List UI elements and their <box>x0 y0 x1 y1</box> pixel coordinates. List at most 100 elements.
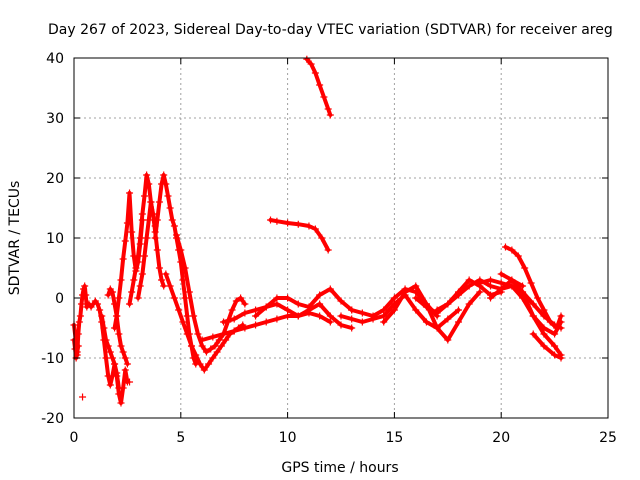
data-point <box>476 279 484 287</box>
data-point <box>177 246 185 254</box>
series-trace <box>381 284 482 342</box>
data-point <box>326 285 334 293</box>
data-point <box>241 309 249 317</box>
data-point <box>401 288 409 296</box>
data-point <box>551 342 559 350</box>
data-point <box>175 306 183 314</box>
data-point <box>158 276 166 284</box>
data-point <box>337 312 345 320</box>
data-point <box>519 282 527 290</box>
data-point <box>422 318 430 326</box>
data-point <box>369 312 377 320</box>
data-point <box>185 288 193 296</box>
data-point <box>207 345 215 353</box>
data-point <box>412 294 420 302</box>
data-point <box>168 216 176 224</box>
data-point <box>209 333 217 341</box>
data-point <box>209 354 217 362</box>
data-point <box>82 291 90 299</box>
data-point <box>497 285 505 293</box>
data-point <box>134 294 142 302</box>
data-point <box>358 318 366 326</box>
data-point <box>128 228 136 236</box>
data-point <box>111 360 119 368</box>
data-point <box>111 324 119 332</box>
data-point <box>81 282 89 290</box>
data-point <box>305 303 313 311</box>
data-point <box>444 300 452 308</box>
x-tick-label: 0 <box>70 430 79 446</box>
data-point <box>316 312 324 320</box>
data-point <box>183 312 191 320</box>
y-tick-label: 0 <box>55 291 64 307</box>
data-point <box>102 336 110 344</box>
data-point <box>232 297 240 305</box>
data-points <box>70 55 565 407</box>
data-point <box>305 222 313 230</box>
data-point <box>519 288 527 296</box>
data-point <box>267 216 275 224</box>
data-point <box>138 270 146 278</box>
data-point <box>74 330 82 338</box>
data-point <box>465 282 473 290</box>
data-point <box>119 384 127 392</box>
data-point <box>220 318 228 326</box>
y-tick-label: -10 <box>41 351 64 367</box>
data-point <box>348 306 356 314</box>
data-point <box>501 243 509 251</box>
data-point <box>155 264 163 272</box>
data-point <box>273 315 281 323</box>
data-point <box>252 306 260 314</box>
data-point <box>508 282 516 290</box>
data-point <box>529 312 537 320</box>
data-point <box>241 324 249 332</box>
data-point <box>200 366 208 374</box>
data-point <box>194 330 202 338</box>
data-point <box>476 288 484 296</box>
data-point <box>181 264 189 272</box>
data-point <box>465 276 473 284</box>
data-point <box>529 330 537 338</box>
data-point <box>324 105 332 113</box>
data-point <box>508 246 516 254</box>
data-point <box>136 282 144 290</box>
data-point <box>273 300 281 308</box>
series-arc-x <box>503 245 563 330</box>
series-arc-m <box>253 287 354 318</box>
data-point <box>553 324 561 332</box>
data-point <box>140 252 148 260</box>
data-point <box>166 204 174 212</box>
data-point <box>76 312 84 320</box>
data-point <box>220 330 228 338</box>
data-point <box>540 342 548 350</box>
data-point <box>348 324 356 332</box>
data-point <box>198 342 206 350</box>
data-point <box>326 318 334 326</box>
data-point <box>132 264 140 272</box>
data-point <box>433 306 441 314</box>
data-point <box>108 288 116 296</box>
data-point <box>145 180 153 188</box>
data-point <box>307 60 315 68</box>
data-point <box>80 285 88 293</box>
data-point <box>230 327 238 335</box>
data-point <box>284 294 292 302</box>
data-point <box>134 252 142 260</box>
data-point <box>98 312 106 320</box>
data-point <box>106 348 114 356</box>
data-point <box>173 231 181 239</box>
data-point <box>284 312 292 320</box>
grid <box>74 58 608 418</box>
data-point <box>487 282 495 290</box>
y-tick-label: 20 <box>46 171 64 187</box>
data-point <box>164 192 172 200</box>
data-point <box>294 300 302 308</box>
data-point <box>104 342 112 350</box>
data-point <box>390 306 398 314</box>
data-point <box>412 306 420 314</box>
data-point <box>228 306 236 314</box>
data-point <box>273 294 281 302</box>
data-point <box>130 276 138 284</box>
data-point <box>454 318 462 326</box>
